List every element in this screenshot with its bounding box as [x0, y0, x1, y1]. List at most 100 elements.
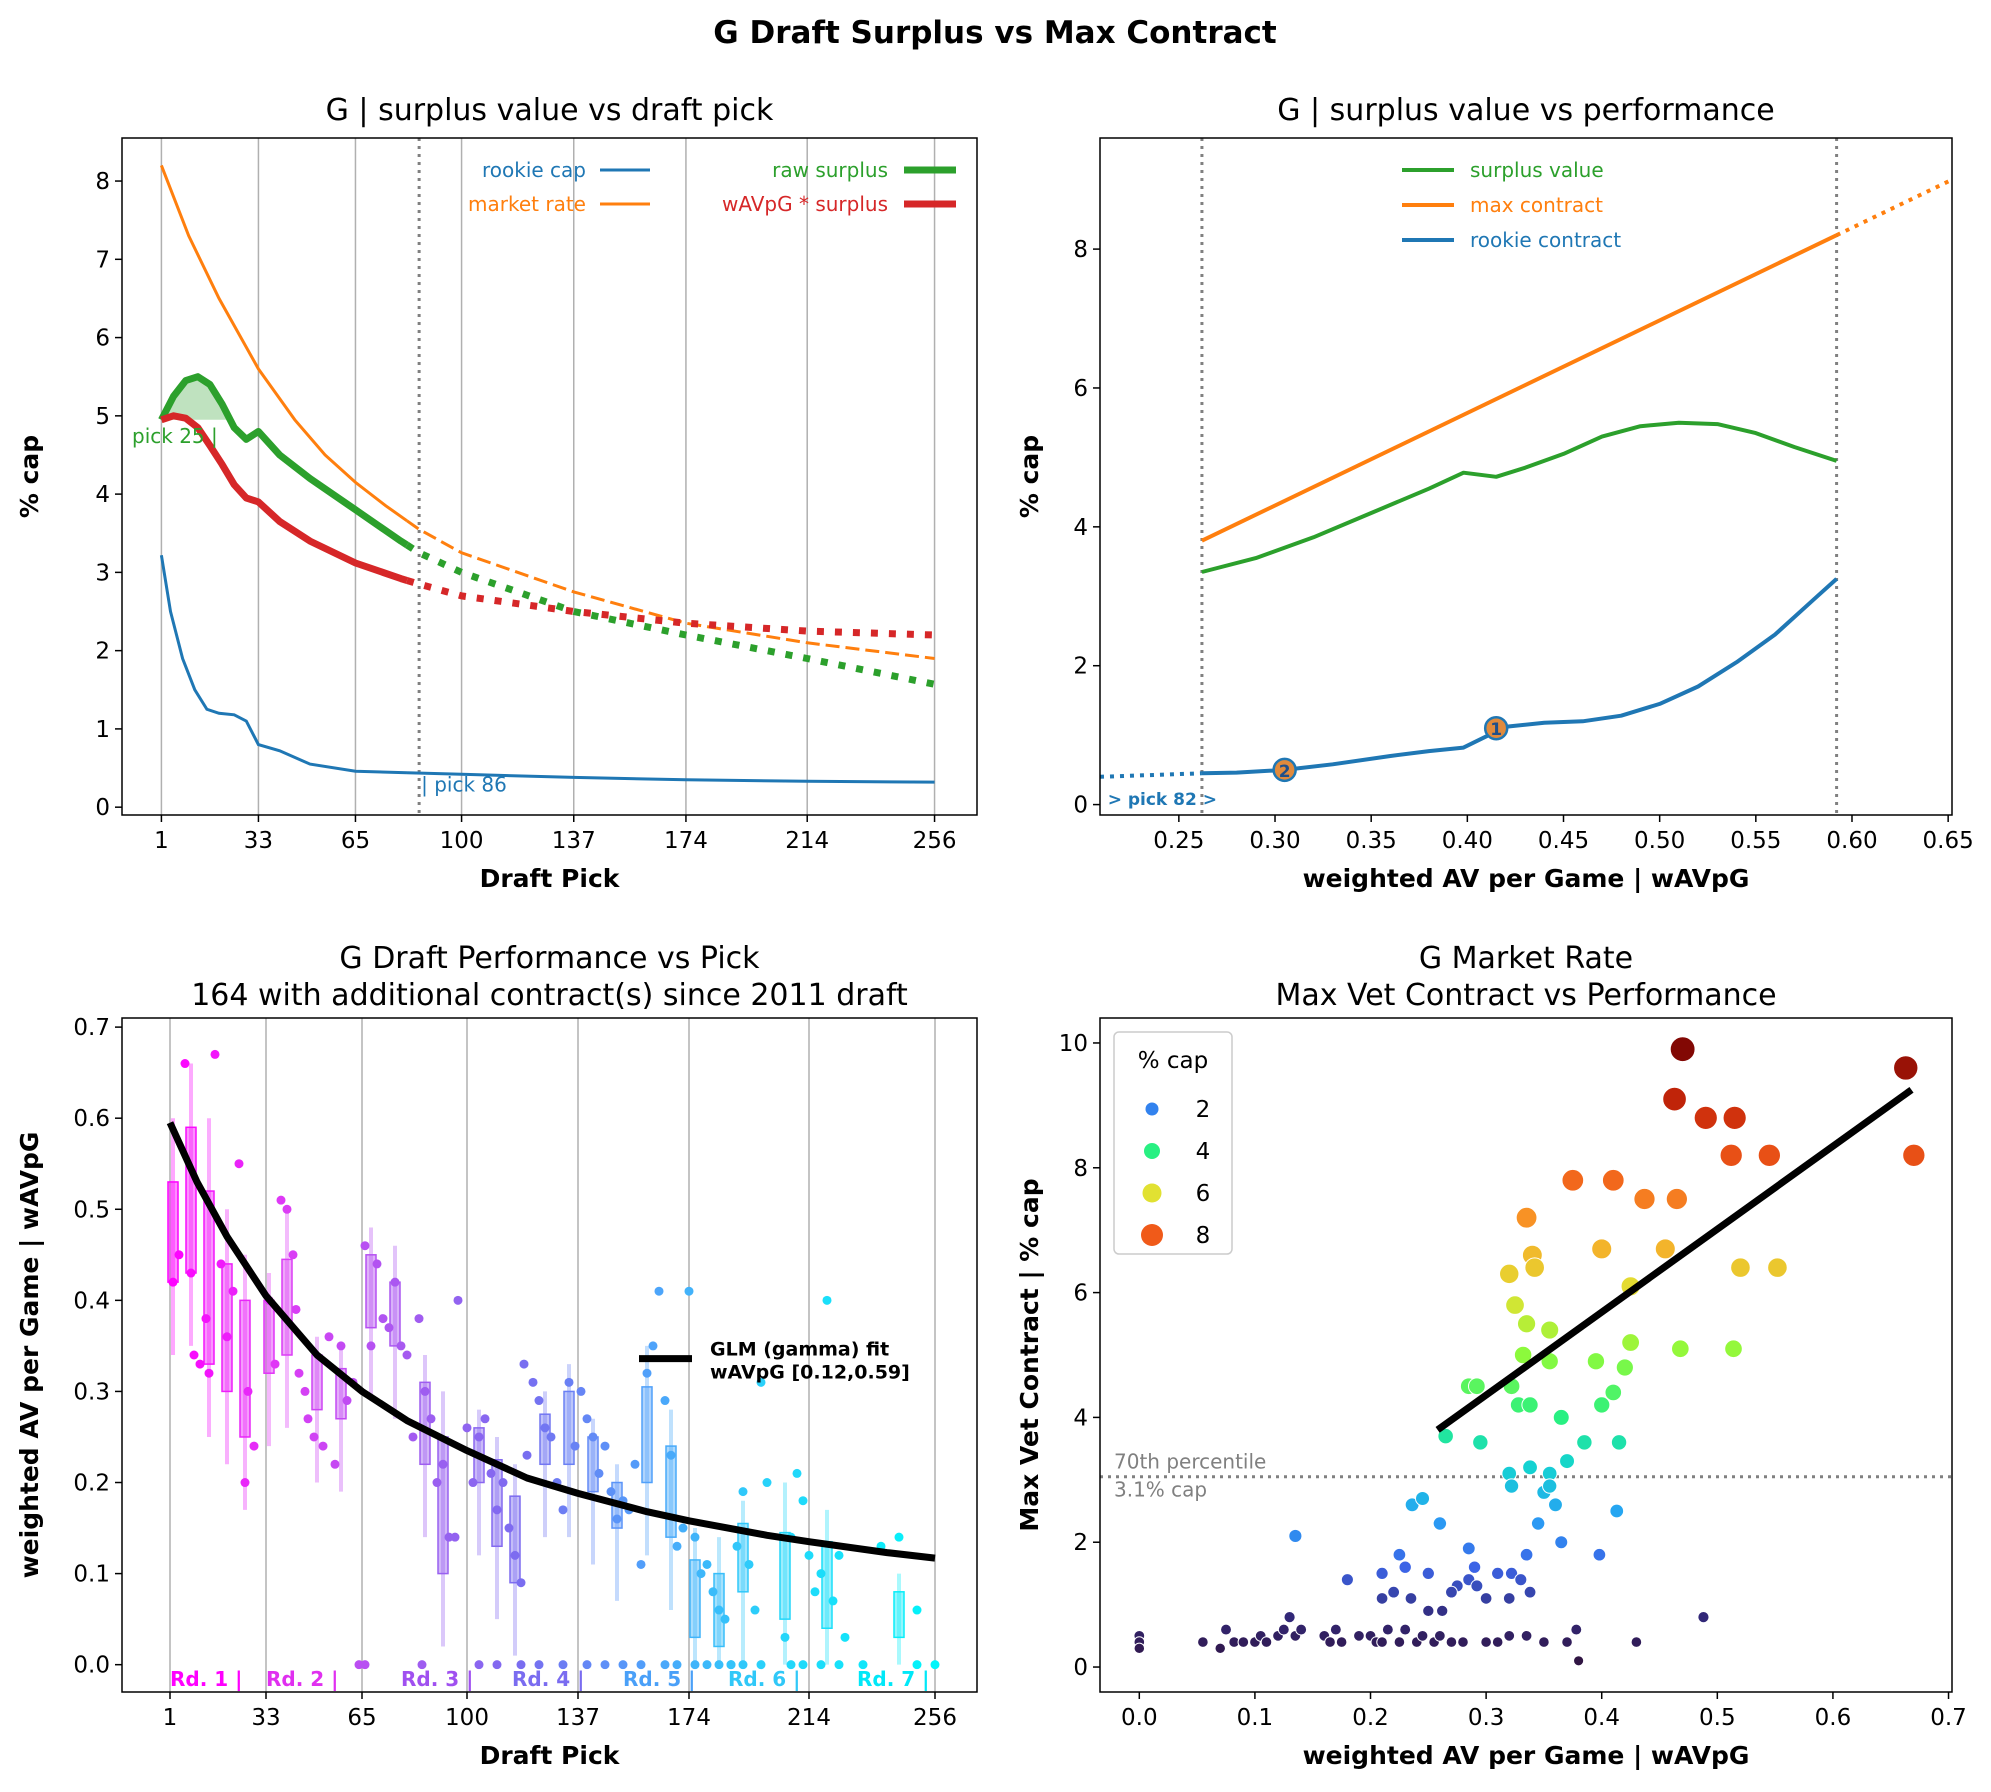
- legend-label: 4: [1196, 1139, 1211, 1165]
- x-tick-label: 65: [347, 1705, 376, 1731]
- data-point: [1604, 1383, 1623, 1402]
- data-point: [234, 1159, 244, 1169]
- data-point: [1504, 1566, 1519, 1581]
- x-tick-label: 214: [787, 1705, 831, 1731]
- y-tick-label: 7: [95, 247, 110, 273]
- series-line-max-contract: [1201, 233, 1838, 543]
- y-tick-label: 2: [1073, 1530, 1088, 1556]
- threshold-sublabel: 3.1% cap: [1114, 1478, 1207, 1502]
- legend-title: % cap: [1138, 1048, 1209, 1074]
- data-point: [930, 1660, 940, 1670]
- x-tick-label: 0.35: [1346, 828, 1397, 854]
- data-point: [1353, 1629, 1365, 1642]
- data-point: [1480, 1636, 1492, 1648]
- data-point: [1220, 1623, 1232, 1636]
- data-point: [474, 1660, 484, 1670]
- box: [389, 1281, 401, 1347]
- data-point: [1592, 1547, 1607, 1562]
- annotation-pick-86: | pick 86: [421, 773, 507, 797]
- data-point: [1399, 1623, 1412, 1636]
- box: [821, 1540, 833, 1629]
- data-point: [294, 1368, 304, 1378]
- data-point: [270, 1359, 280, 1369]
- box: [779, 1531, 791, 1620]
- box: [509, 1495, 521, 1584]
- point-marker-label: 2: [1279, 762, 1291, 782]
- data-point: [438, 1459, 448, 1469]
- data-point: [1505, 1295, 1525, 1315]
- x-tick-label: 100: [445, 1705, 489, 1731]
- data-point: [1237, 1636, 1250, 1648]
- data-point: [384, 1323, 394, 1333]
- data-point: [1467, 1377, 1486, 1396]
- x-tick-label: 0.45: [1538, 828, 1589, 854]
- data-point: [612, 1514, 622, 1524]
- data-point: [1503, 1629, 1516, 1642]
- data-point: [1559, 1453, 1576, 1470]
- x-tick-label: 100: [440, 828, 484, 854]
- y-tick-label: 0.5: [73, 1197, 110, 1223]
- data-point: [168, 1277, 178, 1287]
- data-point: [672, 1660, 682, 1670]
- x-tick-label: 1: [163, 1705, 178, 1731]
- box: [737, 1522, 749, 1593]
- data-point: [366, 1341, 376, 1351]
- data-point: [396, 1341, 406, 1351]
- y-tick-label: 6: [1073, 1281, 1088, 1307]
- data-point: [1421, 1566, 1435, 1581]
- data-point: [816, 1569, 826, 1579]
- data-point: [558, 1660, 568, 1670]
- data-point: [1404, 1592, 1418, 1605]
- data-point: [1340, 1573, 1354, 1587]
- data-point: [1530, 1516, 1546, 1531]
- x-tick-label: 0.1: [1237, 1705, 1274, 1731]
- data-point: [636, 1559, 646, 1569]
- y-tick-label: 3: [95, 560, 110, 586]
- data-point: [528, 1377, 538, 1387]
- data-point: [174, 1250, 184, 1260]
- data-point: [1538, 1636, 1550, 1648]
- data-point: [1516, 1314, 1537, 1334]
- data-point: [318, 1441, 328, 1451]
- data-point: [222, 1332, 232, 1342]
- data-point: [249, 1441, 259, 1451]
- data-point: [1671, 1339, 1690, 1359]
- data-point: [1593, 1396, 1611, 1414]
- box: [437, 1436, 449, 1575]
- x-tick-label: 0.60: [1826, 828, 1877, 854]
- data-point: [1133, 1642, 1146, 1655]
- legend-marker: [1144, 1143, 1160, 1159]
- data-point: [1288, 1528, 1303, 1544]
- box: [167, 1181, 179, 1283]
- data-point: [582, 1660, 592, 1670]
- data-point: [738, 1660, 748, 1670]
- data-point: [756, 1660, 766, 1670]
- data-point: [1633, 1187, 1656, 1211]
- data-point: [417, 1660, 427, 1670]
- point-marker: [1483, 715, 1509, 741]
- y-tick-label: 8: [95, 169, 110, 195]
- panel-title: G Market Rate: [1419, 941, 1633, 976]
- data-point: [1520, 1629, 1533, 1642]
- series-group: [158, 164, 936, 784]
- x-tick-label: 33: [251, 1705, 280, 1731]
- annotation-pick-82: > pick 82 >: [1108, 790, 1217, 810]
- x-tick-label: 137: [556, 1705, 600, 1731]
- round-label: Rd. 2 |: [266, 1667, 338, 1691]
- y-axis-label: weighted AV per Game | wAVpG: [15, 1132, 44, 1579]
- data-point: [798, 1496, 808, 1506]
- data-point: [642, 1368, 652, 1378]
- data-point: [1277, 1623, 1290, 1636]
- y-tick-label: 0.6: [73, 1106, 110, 1132]
- panel-subtitle: Max Vet Contract vs Performance: [1275, 978, 1776, 1013]
- data-point: [648, 1341, 658, 1351]
- data-point: [1654, 1238, 1676, 1260]
- data-point: [1393, 1636, 1406, 1648]
- legend-label: rookie contract: [1470, 228, 1621, 252]
- legend-label: raw surplus: [772, 158, 888, 182]
- data-point: [504, 1523, 514, 1533]
- data-point: [360, 1241, 370, 1251]
- data-point: [1552, 1408, 1570, 1426]
- data-point: [1522, 1459, 1538, 1476]
- box: [563, 1390, 575, 1466]
